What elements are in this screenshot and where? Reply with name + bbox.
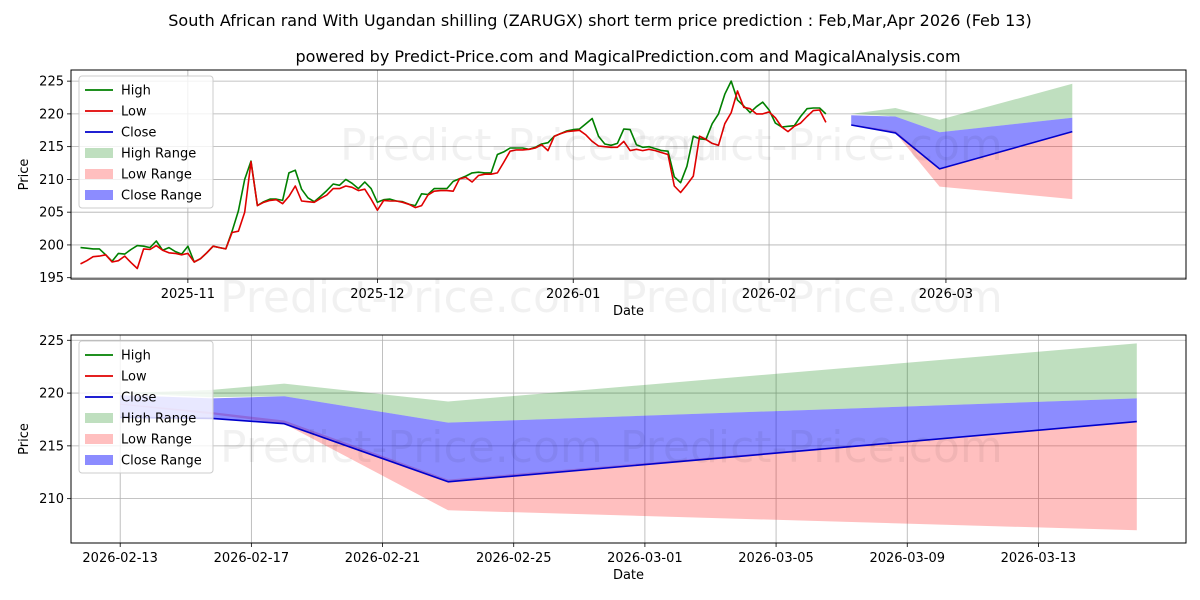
legend-low-range-swatch [85,434,113,444]
low-series-line [80,90,827,270]
legend-close-range-swatch [85,190,113,200]
y-tick-label: 210 [39,173,64,188]
x-axis-label: Date [613,568,644,583]
x-axis-label: Date [613,304,644,319]
legend-box [78,75,214,209]
legend-label: Close Range [121,454,202,469]
legend-low-range-swatch [85,169,113,179]
y-axis-label: Price [17,159,32,191]
chart-subtitle: powered by Predict-Price.com and Magical… [295,47,960,66]
x-tick-label: 2026-02-13 [82,551,158,566]
x-tick-label: 2026-03 [919,287,973,302]
x-tick-label: 2025-11 [161,287,215,302]
low-range-band [120,403,1137,531]
high-range-band [851,83,1073,133]
legend-label: High [121,84,151,99]
y-tick-label: 210 [39,492,64,507]
bottom-panel: 2026-02-13 2026-02-17 2026-02-21 2026-02-25… [17,334,1187,583]
watermark-top-left: Predict-Price.com [340,120,723,171]
legend-label: Close [121,126,156,141]
legend-label: Close Range [121,189,202,204]
y-tick-label: 195 [39,271,64,286]
legend-label: Low [121,105,147,120]
x-tick-label: 2026-02 [742,287,796,302]
x-tick-label: 2025-12 [350,287,404,302]
legend-close-range-swatch [85,455,113,465]
y-tick-label: 215 [39,439,64,454]
x-tick-label: 2026-02-17 [214,551,290,566]
legend-label: High Range [121,147,196,162]
watermark-bottom-right: Predict-Price.com [620,422,1003,473]
x-tick-label: 2026-03-13 [1001,551,1077,566]
x-tick-label: 2026-02-25 [476,551,552,566]
legend-label: Low [121,370,147,385]
legend-label: High Range [121,412,196,427]
chart-title: South African rand With Ugandan shilling… [168,11,1031,30]
watermark-bottom-left: Predict-Price.com [220,422,603,473]
y-tick-label: 225 [39,334,64,349]
x-tick-label: 2026-03-01 [607,551,683,566]
y-tick-label: 200 [39,238,64,253]
y-tick-label: 220 [39,107,64,122]
y-tick-label: 205 [39,206,64,221]
legend-high-range-swatch [85,148,113,158]
y-tick-label: 225 [39,75,64,90]
legend-label: Low Range [121,168,192,183]
y-tick-label: 220 [39,387,64,402]
plot-frame [70,334,1187,544]
y-axis-label: Price [17,423,32,455]
watermark-mid-left: Predict-Price.com [220,272,603,323]
plot-frame [70,69,1187,280]
close-series-line [851,124,1073,170]
y-tick-label: 215 [39,140,64,155]
high-range-band [120,343,1137,423]
legend-label: High [121,349,151,364]
legend-label: Close [121,391,156,406]
legend-high-range-swatch [85,413,113,423]
top-panel: 2025-11 2025-12 2026-01 2026-02 2026-03 195 20… [17,69,1187,319]
x-tick-label: 2026-02-21 [345,551,421,566]
close-range-band [120,395,1137,482]
close-range-band [851,115,1073,169]
legend-box [78,340,214,474]
watermark-top-right: Predict-Price.com [620,120,1003,171]
x-tick-label: 2026-01 [546,287,600,302]
low-range-band [851,124,1073,200]
legend-label: Low Range [121,433,192,448]
x-tick-label: 2026-03-09 [869,551,945,566]
x-tick-label: 2026-03-05 [738,551,814,566]
watermark-mid-right: Predict-Price.com [620,272,1003,323]
